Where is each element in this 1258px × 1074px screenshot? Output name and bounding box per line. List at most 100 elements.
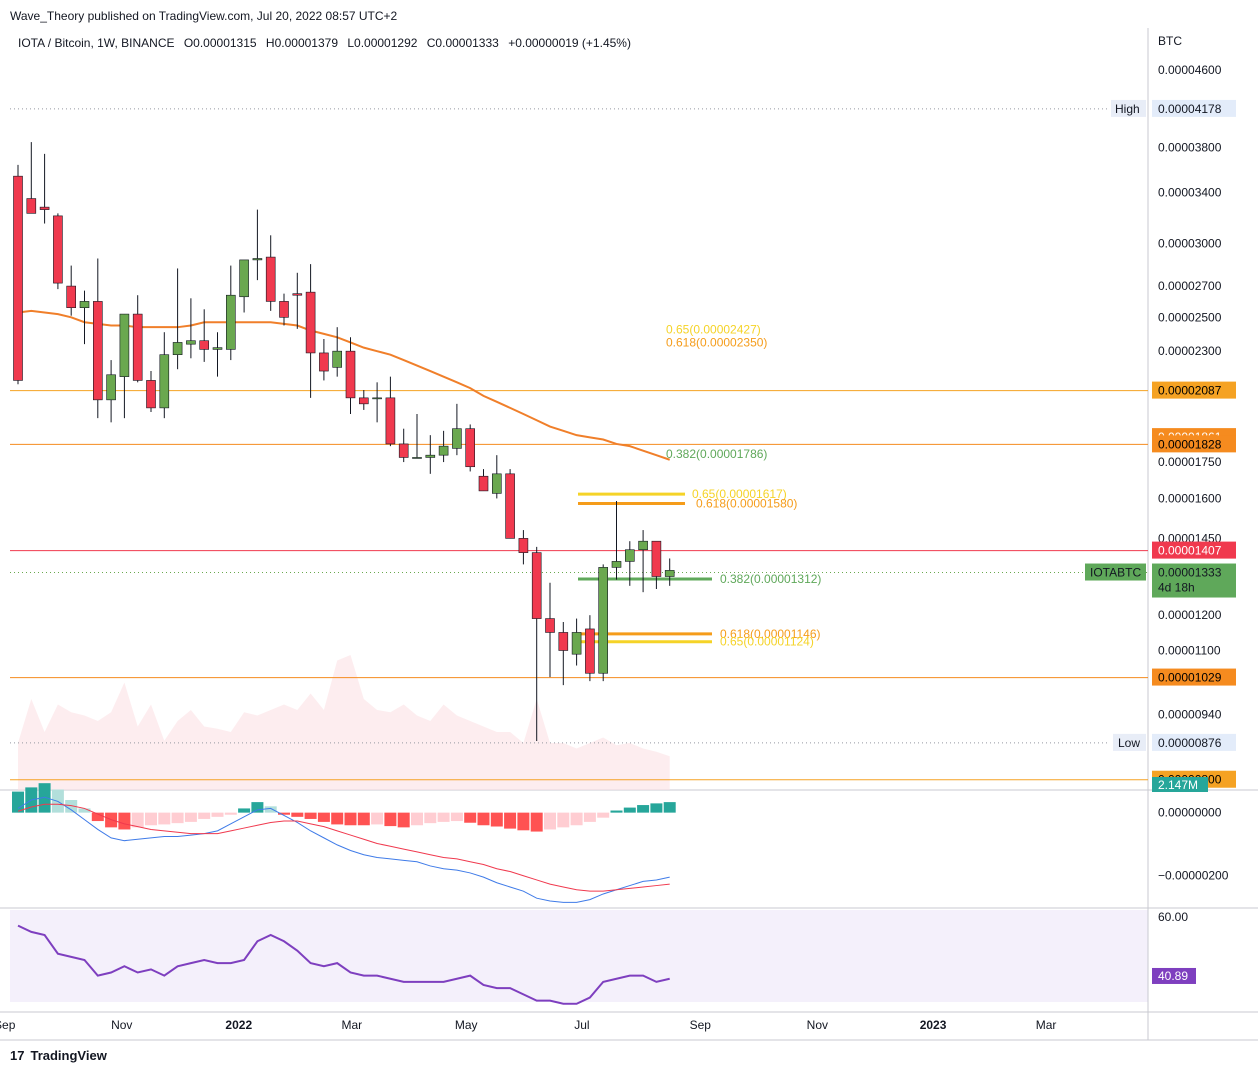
candle-body [66, 285, 76, 309]
candle-body [558, 632, 569, 651]
time-tick-label: 2022 [225, 1018, 252, 1032]
fib-label: 0.65(0.00001124) [720, 635, 814, 649]
price-tick-label: 0.00001100 [1158, 643, 1221, 657]
candle-body [239, 259, 249, 298]
macd-histogram-bar [570, 812, 583, 826]
candle-body [26, 198, 37, 214]
macd-histogram-bar [424, 812, 437, 824]
rsi-value-tag [1152, 967, 1196, 984]
macd-histogram-bar [317, 812, 330, 822]
macd-histogram-bar [357, 812, 370, 826]
candle-body [252, 258, 263, 261]
publisher-line: Wave_Theory published on TradingView.com… [10, 9, 398, 23]
macd-histogram-bar [238, 808, 251, 813]
macd-histogram-bar [91, 812, 104, 822]
fib-label: 0.65(0.00001617) [692, 487, 787, 501]
time-tick-label: Mar [341, 1018, 362, 1032]
level-value: 0.00002087 [1158, 384, 1222, 398]
candle-body [571, 632, 582, 655]
macd-histogram-bar [158, 812, 171, 825]
candle-body [172, 342, 183, 356]
macd-histogram-bar [610, 810, 623, 813]
level-value: 0.00001407 [1158, 544, 1222, 558]
macd-histogram-bar [597, 812, 610, 818]
candle-body [39, 206, 50, 210]
legend-high: H0.00001379 [265, 36, 338, 50]
legend-low: L0.00001292 [347, 36, 418, 50]
macd-histogram-bar [198, 812, 211, 819]
price-tick-label: 0.00002700 [1158, 279, 1222, 293]
candle-body [465, 428, 476, 468]
candle-body [53, 215, 63, 284]
candle-body [292, 293, 303, 296]
candle-body [212, 347, 223, 350]
candle-body [664, 570, 675, 577]
last-price-value: 0.00001333 [1158, 566, 1222, 580]
candle-body [13, 175, 23, 381]
candle-body [598, 567, 609, 674]
level-tag [1152, 668, 1236, 686]
fib-label: 0.618(0.00001146) [720, 627, 821, 641]
candle-body [478, 475, 489, 492]
price-tick-label: 0.00001200 [1158, 608, 1222, 622]
macd-histogram-bar [583, 812, 596, 822]
high-label: High [1115, 102, 1140, 116]
candle-body [518, 538, 529, 553]
time-tick-label: Jul [574, 1018, 589, 1032]
price-tick-label: 0.00000940 [1158, 707, 1222, 721]
macd-histogram-bar [437, 812, 450, 822]
high-value: 0.00004178 [1158, 102, 1222, 116]
symbol-legend: IOTA / Bitcoin, 1W, BINANCE O0.00001315 … [18, 36, 637, 50]
countdown-label: 4d 18h [1158, 581, 1195, 595]
candle-body [491, 473, 502, 494]
macd-histogram-bar [331, 812, 344, 825]
candle-body [358, 397, 369, 405]
macd-histogram-bar [131, 812, 144, 828]
candle-body [505, 473, 515, 539]
candle-body [93, 301, 103, 401]
macd-histogram-bar [251, 802, 264, 813]
macd-tick-label: 0.00000000 [1158, 806, 1222, 820]
macd-histogram-bar [464, 812, 477, 823]
time-tick-label: Mar [1036, 1018, 1057, 1032]
price-tick-label: 0.00003400 [1158, 186, 1222, 200]
candle-body [425, 454, 436, 458]
price-tick-label: 0.00003000 [1158, 236, 1222, 250]
low-value-tag [1152, 733, 1236, 751]
rsi-tick-label: 60.00 [1158, 910, 1188, 924]
candle-body [385, 397, 396, 445]
macd-histogram-bar [264, 806, 277, 813]
macd-histogram-bar [517, 812, 530, 831]
time-tick-label: Nov [111, 1018, 132, 1032]
tradingview-footer[interactable]: 17 TradingView [10, 1048, 107, 1063]
low-tag [1113, 733, 1146, 751]
ticker-label: IOTABTC [1090, 566, 1141, 580]
price-tick-label: 0.00003800 [1158, 140, 1222, 154]
candle-body [332, 350, 343, 368]
candle-body [186, 340, 196, 345]
price-tick-label: 0.00001600 [1158, 491, 1222, 505]
legend-symbol[interactable]: IOTA / Bitcoin, 1W, BINANCE [18, 36, 175, 50]
price-tick-label: 0.00004600 [1158, 63, 1222, 77]
low-label: Low [1118, 736, 1140, 750]
candle-body [545, 618, 555, 633]
macd-tick-label: −0.00000200 [1158, 869, 1229, 883]
macd-histogram-bar [544, 812, 556, 830]
rsi-line [17, 924, 670, 1005]
last-price-tag [1152, 563, 1236, 598]
macd-histogram-bar [411, 812, 423, 826]
fib-label: 0.382(0.00001312) [720, 572, 821, 586]
macd-histogram-bar [291, 812, 304, 817]
macd-histogram-bar [397, 812, 410, 828]
macd-histogram-bar [490, 812, 503, 827]
time-tick-label: May [455, 1018, 478, 1032]
rsi-band [10, 910, 1148, 1002]
rsi-value: 40.89 [1158, 969, 1188, 983]
fib-label: 0.65(0.00002427) [666, 322, 761, 336]
macd-histogram-bar [477, 812, 490, 826]
volume-area [18, 655, 670, 790]
candle-body [199, 340, 209, 350]
high-tag [1111, 99, 1146, 117]
macd-histogram-bar [504, 812, 517, 829]
